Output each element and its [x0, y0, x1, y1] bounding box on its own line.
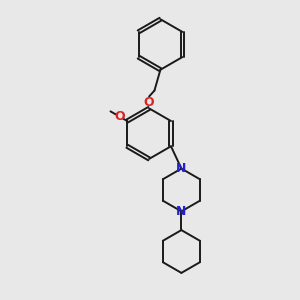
Text: N: N: [176, 205, 187, 218]
Text: N: N: [176, 162, 187, 175]
Text: O: O: [114, 110, 125, 123]
Text: O: O: [144, 96, 154, 109]
